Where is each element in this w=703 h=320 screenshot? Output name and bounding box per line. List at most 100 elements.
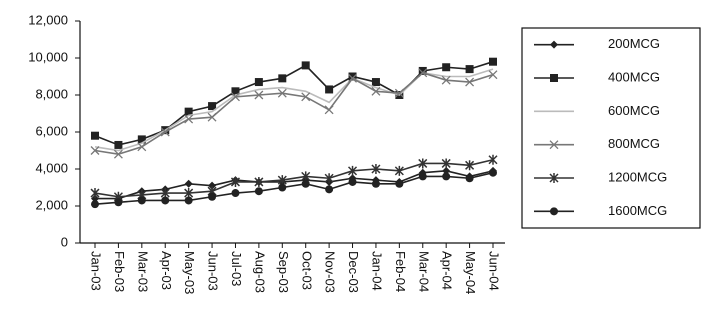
marker bbox=[90, 146, 100, 155]
marker bbox=[184, 179, 193, 188]
series-line bbox=[94, 171, 494, 205]
marker bbox=[91, 200, 99, 209]
marker bbox=[137, 196, 146, 205]
x-tick-label: Feb-03 bbox=[112, 251, 127, 292]
y-tick-label: 4,000 bbox=[35, 160, 68, 175]
marker bbox=[418, 158, 428, 169]
series-line bbox=[94, 158, 494, 198]
x-tick-label: Apr-04 bbox=[440, 251, 455, 290]
y-tick-label: 12,000 bbox=[28, 12, 68, 27]
marker bbox=[550, 207, 558, 216]
marker bbox=[489, 57, 497, 66]
marker bbox=[277, 175, 287, 186]
marker bbox=[465, 160, 475, 171]
marker bbox=[325, 185, 334, 194]
marker bbox=[160, 188, 170, 199]
x-tick-label: Oct-03 bbox=[299, 251, 314, 290]
marker bbox=[441, 158, 451, 169]
x-tick-label: Dec-03 bbox=[346, 251, 361, 293]
x-tick-label: Apr-03 bbox=[159, 251, 174, 290]
marker bbox=[231, 87, 240, 96]
x-tick-label: Nov-03 bbox=[323, 251, 338, 293]
legend-label: 600MCG bbox=[608, 103, 660, 118]
marker bbox=[184, 107, 193, 116]
series bbox=[91, 168, 497, 209]
series bbox=[91, 166, 497, 203]
marker bbox=[277, 88, 287, 98]
legend-box bbox=[521, 27, 701, 229]
x-tick-label: May-04 bbox=[463, 251, 478, 294]
marker bbox=[418, 172, 427, 181]
marker bbox=[231, 189, 240, 198]
marker bbox=[184, 114, 194, 124]
marker bbox=[418, 66, 427, 75]
x-tick-label: Mar-04 bbox=[416, 251, 431, 292]
marker bbox=[348, 72, 357, 81]
marker bbox=[91, 194, 99, 203]
marker bbox=[347, 165, 358, 176]
marker bbox=[114, 198, 123, 207]
series-line bbox=[94, 71, 494, 156]
x-tick-label: Feb-04 bbox=[393, 251, 408, 292]
legend-label: 800MCG bbox=[608, 136, 660, 151]
marker bbox=[394, 165, 404, 176]
marker bbox=[114, 140, 123, 149]
x-tick-label: Aug-03 bbox=[252, 251, 267, 293]
series bbox=[90, 68, 498, 159]
marker bbox=[208, 102, 217, 111]
x-tick-label: Jul-03 bbox=[229, 251, 244, 286]
y-tick-label: 8,000 bbox=[35, 86, 68, 101]
marker bbox=[301, 61, 310, 70]
marker bbox=[208, 181, 217, 190]
marker bbox=[550, 40, 558, 49]
marker bbox=[301, 171, 311, 182]
marker bbox=[90, 188, 100, 199]
y-tick-label: 10,000 bbox=[28, 49, 68, 64]
marker bbox=[230, 176, 241, 187]
marker bbox=[254, 176, 264, 187]
marker bbox=[184, 188, 194, 199]
marker bbox=[348, 177, 357, 186]
marker bbox=[488, 70, 498, 80]
x-tick-label: May-03 bbox=[182, 251, 197, 294]
marker bbox=[371, 86, 381, 96]
marker bbox=[137, 142, 147, 152]
marker bbox=[137, 135, 146, 144]
marker bbox=[278, 74, 287, 83]
marker bbox=[442, 172, 451, 181]
marker bbox=[549, 140, 559, 150]
marker bbox=[254, 187, 263, 196]
x-tick-label: Jan-03 bbox=[89, 251, 104, 291]
marker bbox=[208, 192, 217, 201]
y-tick-label: 0 bbox=[61, 234, 68, 249]
marker bbox=[418, 68, 428, 78]
series bbox=[91, 57, 497, 149]
marker bbox=[161, 196, 170, 205]
marker bbox=[278, 183, 287, 192]
marker bbox=[113, 149, 123, 159]
y-tick-label: 6,000 bbox=[35, 123, 68, 138]
marker bbox=[207, 112, 217, 122]
marker bbox=[441, 75, 451, 85]
marker bbox=[442, 166, 451, 175]
marker bbox=[91, 131, 99, 140]
marker bbox=[395, 179, 404, 188]
legend-label: 1600MCG bbox=[608, 203, 667, 218]
marker bbox=[394, 88, 404, 98]
marker bbox=[325, 85, 334, 94]
marker bbox=[324, 173, 334, 184]
marker bbox=[254, 90, 264, 100]
legend-label: 400MCG bbox=[608, 69, 660, 84]
series bbox=[90, 154, 498, 202]
x-tick-label: Jun-03 bbox=[206, 251, 221, 291]
marker bbox=[301, 92, 311, 102]
marker bbox=[301, 179, 310, 188]
marker bbox=[184, 196, 193, 205]
y-tick-label: 2,000 bbox=[35, 197, 68, 212]
marker bbox=[371, 78, 380, 87]
marker bbox=[465, 65, 474, 74]
legend-label: 200MCG bbox=[608, 36, 660, 51]
x-tick-label: Jan-04 bbox=[370, 251, 385, 291]
x-tick-label: Mar-03 bbox=[135, 251, 150, 292]
